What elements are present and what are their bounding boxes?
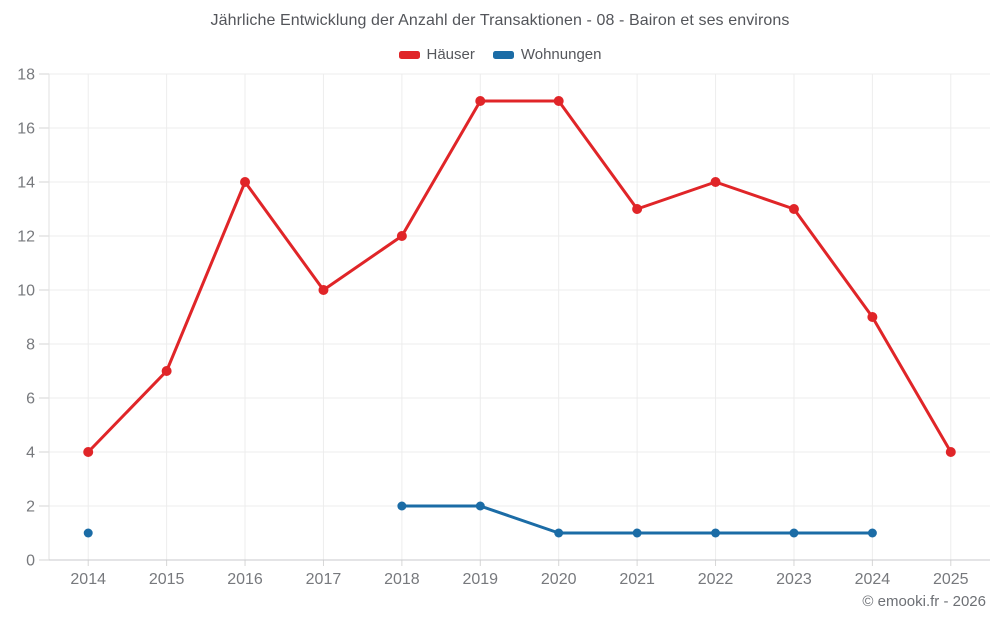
data-point-0 xyxy=(867,312,878,322)
x-tick-label: 2014 xyxy=(70,571,106,588)
y-tick-label: 2 xyxy=(26,499,35,516)
y-tick-label: 0 xyxy=(26,553,35,570)
x-tick-label: 2021 xyxy=(619,571,655,588)
legend-item-wohnungen[interactable]: Wohnungen xyxy=(492,46,602,63)
legend-label-wohnungen: Wohnungen xyxy=(520,46,602,63)
x-tick-label: 2015 xyxy=(149,571,185,588)
data-point-0 xyxy=(83,447,94,457)
chart-title: Jährliche Entwicklung der Anzahl der Tra… xyxy=(210,12,790,29)
x-tick-label: 2024 xyxy=(855,571,891,588)
data-point-1 xyxy=(711,528,721,538)
data-point-0 xyxy=(396,231,407,241)
data-point-0 xyxy=(240,177,251,187)
legend-item-haeuser[interactable]: Häuser xyxy=(398,46,475,63)
data-point-1 xyxy=(789,528,799,538)
x-tick-label: 2016 xyxy=(227,571,263,588)
x-tick-label: 2020 xyxy=(541,571,577,588)
data-point-1 xyxy=(475,501,485,511)
y-tick-label: 14 xyxy=(17,175,35,192)
data-point-0 xyxy=(710,177,721,187)
y-tick-label: 8 xyxy=(26,337,35,354)
x-tick-label: 2019 xyxy=(462,571,498,588)
y-tick-label: 12 xyxy=(17,229,35,246)
data-point-0 xyxy=(788,204,799,214)
data-point-0 xyxy=(318,285,329,295)
data-point-1 xyxy=(632,528,642,538)
data-point-1 xyxy=(867,528,877,538)
data-point-0 xyxy=(553,96,564,106)
data-point-0 xyxy=(475,96,486,106)
x-tick-label: 2023 xyxy=(776,571,812,588)
copyright-watermark: © emooki.fr - 2026 xyxy=(862,593,986,610)
legend-swatch-haeuser xyxy=(398,50,420,59)
y-tick-label: 16 xyxy=(17,121,35,138)
legend: Häuser Wohnungen xyxy=(0,46,1000,63)
x-tick-label: 2017 xyxy=(306,571,342,588)
data-point-1 xyxy=(397,501,407,511)
data-point-0 xyxy=(632,204,643,214)
data-point-0 xyxy=(945,447,956,457)
y-tick-label: 10 xyxy=(17,283,35,300)
legend-label-haeuser: Häuser xyxy=(426,46,475,63)
x-tick-label: 2018 xyxy=(384,571,420,588)
x-tick-label: 2025 xyxy=(933,571,969,588)
y-tick-label: 6 xyxy=(26,391,35,408)
x-tick-label: 2022 xyxy=(698,571,734,588)
series-line-0 xyxy=(86,99,953,454)
data-point-1 xyxy=(83,528,93,538)
y-tick-label: 4 xyxy=(26,445,35,462)
data-point-0 xyxy=(161,366,172,376)
legend-swatch-wohnungen xyxy=(492,50,514,59)
data-point-1 xyxy=(554,528,564,538)
y-tick-label: 18 xyxy=(17,67,35,84)
